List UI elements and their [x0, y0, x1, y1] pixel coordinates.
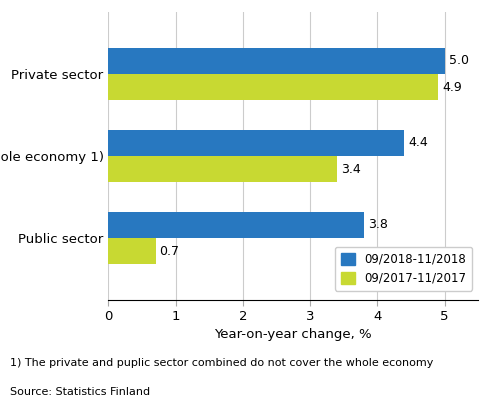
- Text: 4.9: 4.9: [442, 81, 461, 94]
- Bar: [108, 48, 445, 74]
- Text: 5.0: 5.0: [449, 54, 469, 67]
- Text: 0.7: 0.7: [160, 245, 179, 258]
- Bar: [108, 74, 438, 100]
- Legend: 09/2018-11/2018, 09/2017-11/2017: 09/2018-11/2018, 09/2017-11/2017: [335, 247, 472, 291]
- Bar: [108, 212, 364, 238]
- X-axis label: Year-on-year change, %: Year-on-year change, %: [214, 329, 372, 342]
- Bar: [108, 156, 337, 182]
- Bar: [108, 130, 404, 156]
- Bar: [108, 238, 155, 264]
- Text: Source: Statistics Finland: Source: Statistics Finland: [10, 387, 150, 397]
- Text: 4.4: 4.4: [408, 136, 428, 149]
- Text: 3.4: 3.4: [341, 163, 361, 176]
- Text: 3.8: 3.8: [368, 218, 388, 231]
- Text: 1) The private and puplic sector combined do not cover the whole economy: 1) The private and puplic sector combine…: [10, 358, 433, 368]
